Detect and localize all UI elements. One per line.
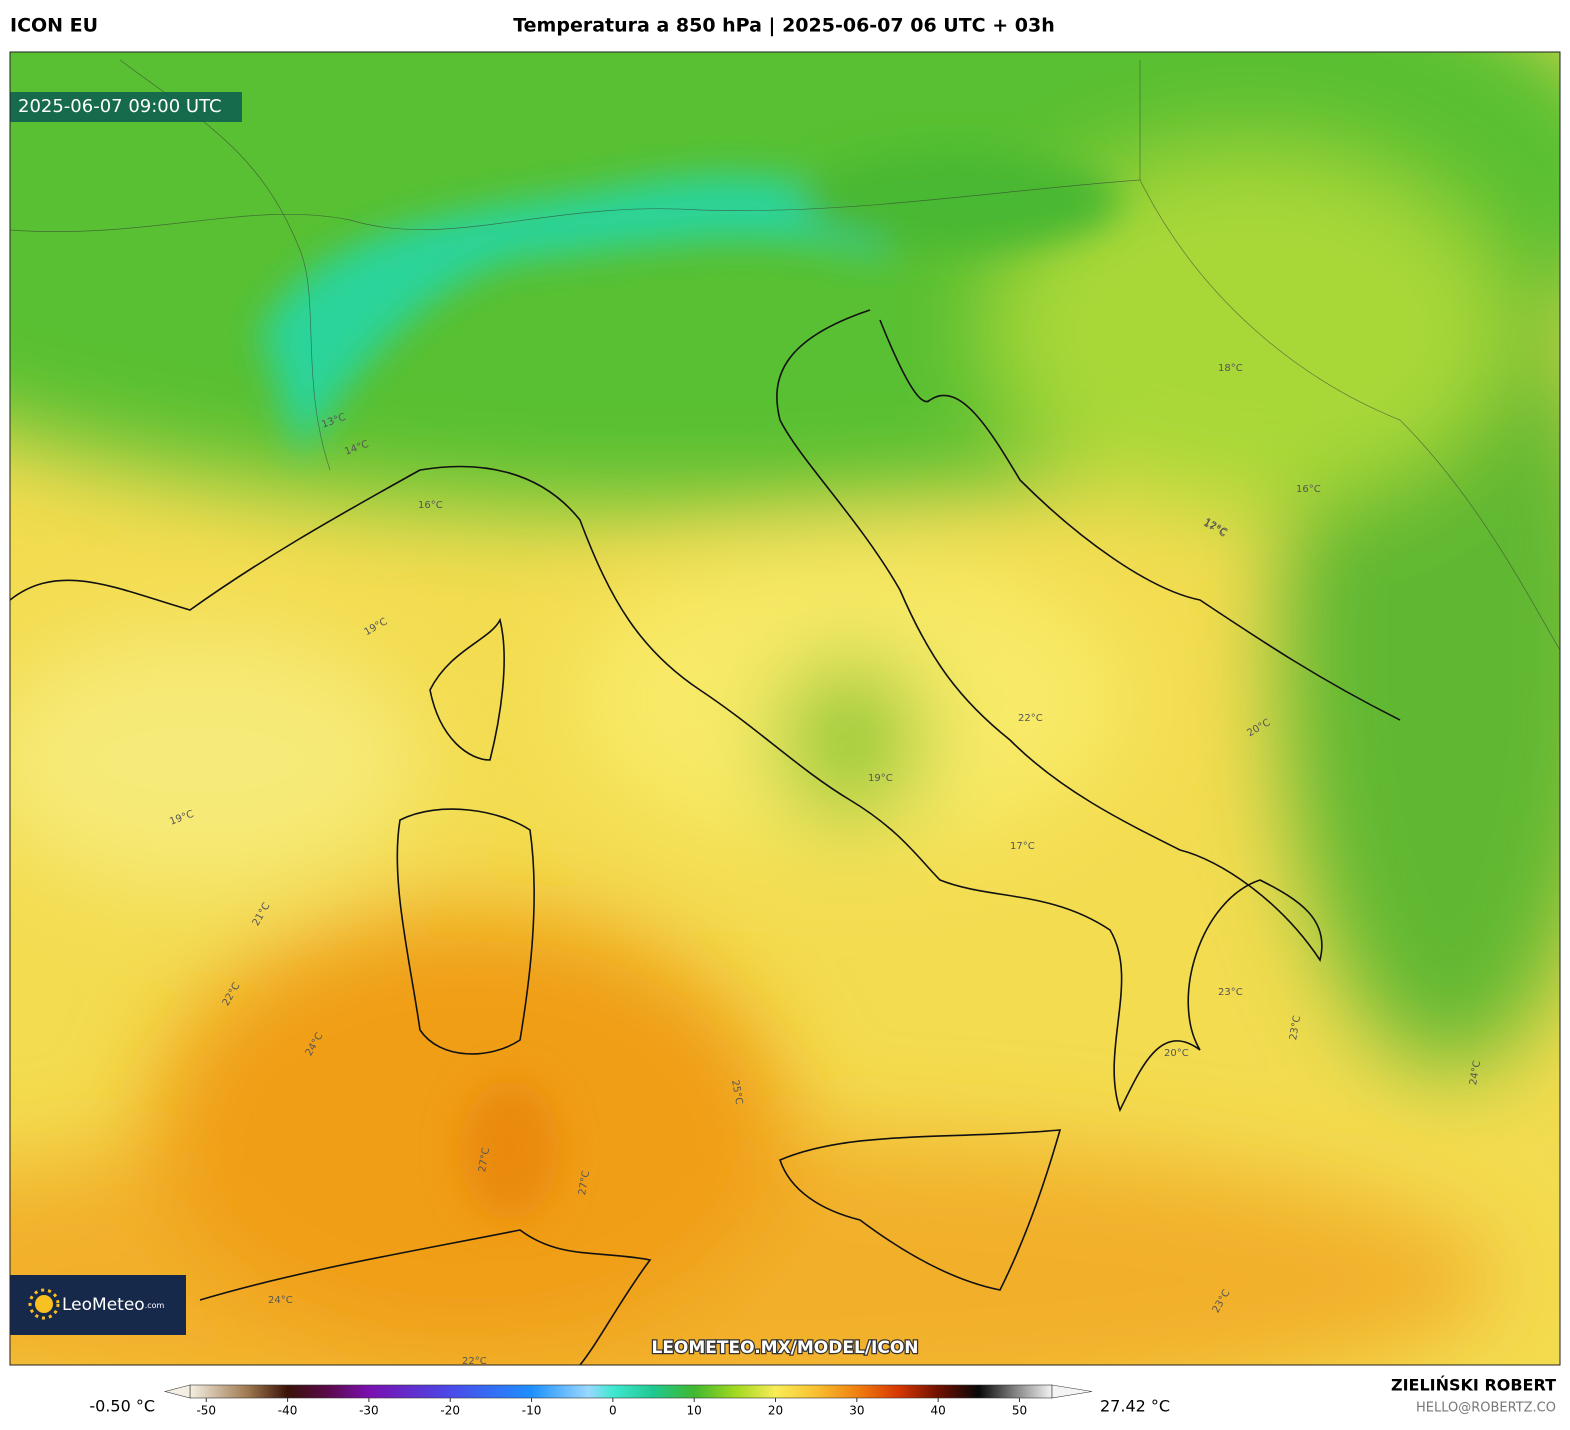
contour-label: 23°C — [1288, 1015, 1303, 1041]
colorbar-tick-label: -10 — [522, 1404, 542, 1418]
colorbar-end-low — [163, 1384, 191, 1399]
colorbar-bar — [189, 1384, 1053, 1399]
valid-time-box — [10, 92, 242, 122]
contour-label: 24°C — [268, 1295, 293, 1306]
author: ZIELIŃSKI ROBERT — [1391, 1376, 1556, 1395]
logo-sun — [35, 1295, 53, 1313]
contour-label: 22°C — [1018, 713, 1043, 724]
contour-label: 16°C — [418, 500, 443, 511]
coastlines — [10, 309, 1401, 1365]
colorbar-tick-label: 40 — [931, 1404, 946, 1418]
contour-label: 16°C — [1296, 484, 1321, 495]
watermark: LEOMETEO.MX/MODEL/ICON — [651, 1338, 918, 1358]
logo-rays — [28, 1288, 60, 1320]
contour-label: 18°C — [1218, 363, 1243, 374]
contour-label: 23°C — [1218, 987, 1243, 998]
colorbar-tick-label: -40 — [278, 1404, 298, 1418]
colorbar-tick-label: 30 — [849, 1404, 864, 1418]
logo-text: LeoMeteo.com — [62, 1295, 165, 1315]
contour-label: 19°C — [868, 773, 893, 784]
colorbar-tick-label: -20 — [440, 1404, 460, 1418]
contour-label: 22°C — [462, 1356, 487, 1367]
logo-suffix: .com — [145, 1301, 165, 1310]
colorbar-tick-label: 20 — [768, 1404, 783, 1418]
colorbar-min: -0.50 °C — [89, 1397, 155, 1416]
colorbar-tick-label: 50 — [1012, 1404, 1027, 1418]
contour-label: 27°C — [577, 1170, 592, 1196]
map-frame — [9, 51, 1561, 1366]
colorbar-max: 27.42 °C — [1100, 1397, 1170, 1416]
contour-label: 25°C — [729, 1079, 744, 1105]
colorbar-end-high — [1051, 1384, 1093, 1399]
contour-label: 17°C — [1010, 841, 1035, 852]
model-name: ICON EU — [10, 15, 98, 37]
colorbar: -50 -40 -30 -20 -10 0 10 20 30 40 50 — [163, 1384, 1093, 1418]
map-title: Temperatura a 850 hPa | 2025-06-07 06 UT… — [513, 15, 1055, 37]
contour-label: 27°C — [477, 1147, 492, 1173]
colorbar-tick-label: -30 — [359, 1404, 379, 1418]
contour-label: 24°C — [1468, 1060, 1483, 1086]
colorbar-tick-label: -50 — [196, 1404, 216, 1418]
contact: HELLO@ROBERTZ.CO — [1416, 1401, 1556, 1416]
colorbar-tick-label: 10 — [687, 1404, 702, 1418]
contour-label: 20°C — [1164, 1048, 1189, 1059]
valid-time: 2025-06-07 09:00 UTC — [18, 96, 222, 117]
logo-name: LeoMeteo — [62, 1295, 145, 1315]
colorbar-tick-label: 0 — [609, 1404, 617, 1418]
